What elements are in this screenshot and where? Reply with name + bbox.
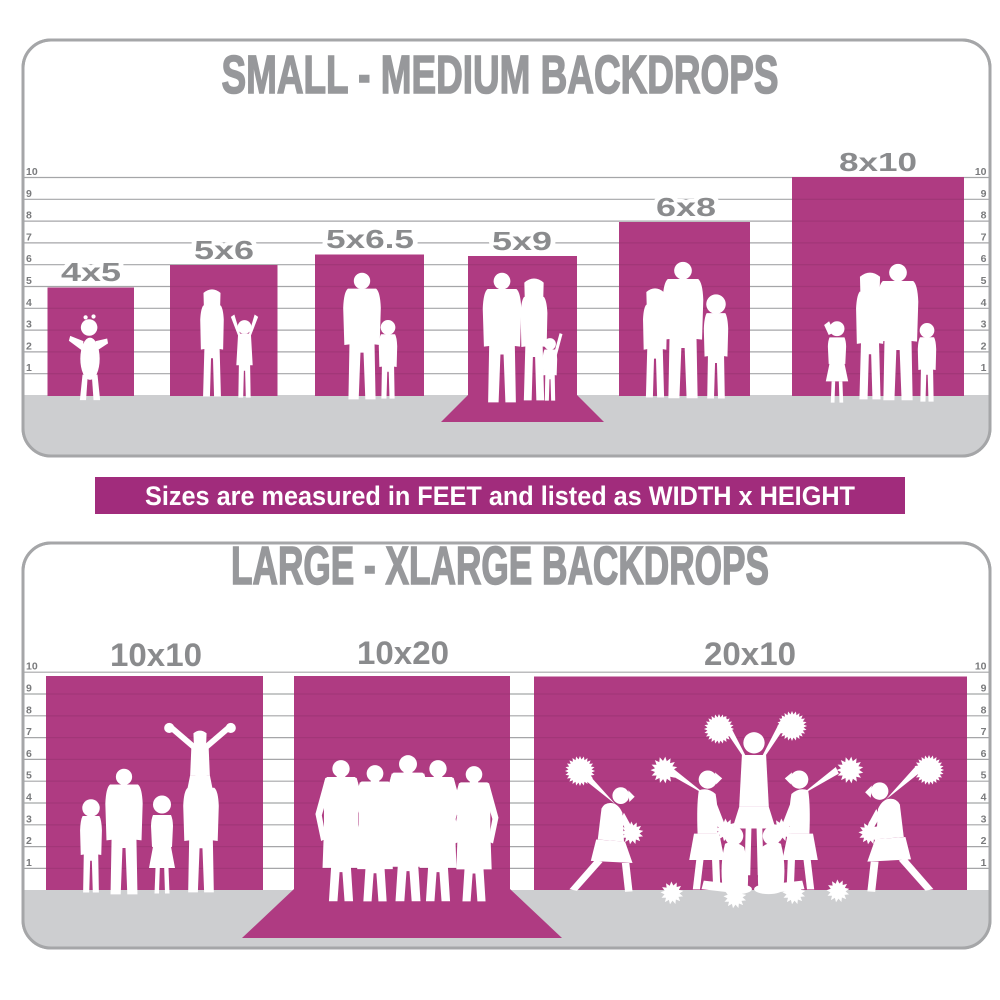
svg-text:5: 5 (981, 770, 987, 782)
svg-text:10: 10 (26, 661, 38, 673)
svg-text:5x6: 5x6 (194, 235, 254, 265)
svg-text:3: 3 (981, 319, 987, 331)
svg-text:SMALL - MEDIUM BACKDROPS: SMALL - MEDIUM BACKDROPS (222, 45, 779, 105)
svg-text:9: 9 (26, 683, 32, 695)
svg-text:7: 7 (26, 726, 32, 738)
svg-text:10: 10 (975, 166, 987, 178)
svg-text:2: 2 (981, 835, 987, 847)
svg-text:7: 7 (26, 231, 32, 243)
svg-text:8: 8 (26, 210, 32, 222)
svg-text:1: 1 (26, 857, 32, 869)
svg-text:2: 2 (26, 835, 32, 847)
svg-text:8: 8 (981, 210, 987, 222)
svg-text:2: 2 (981, 340, 987, 352)
svg-text:6x8: 6x8 (656, 192, 716, 222)
svg-text:6: 6 (26, 748, 32, 760)
svg-text:8x10: 8x10 (839, 147, 917, 177)
svg-text:5: 5 (26, 770, 32, 782)
svg-text:5x9: 5x9 (492, 226, 552, 256)
svg-text:7: 7 (981, 726, 987, 738)
svg-text:Sizes are measured in FEET and: Sizes are measured in FEET and listed as… (145, 481, 855, 511)
svg-text:4: 4 (981, 297, 987, 309)
svg-text:10: 10 (975, 661, 987, 673)
svg-text:9: 9 (981, 683, 987, 695)
svg-text:5x6.5: 5x6.5 (326, 224, 414, 254)
svg-text:6: 6 (981, 748, 987, 760)
svg-text:2: 2 (26, 340, 32, 352)
svg-text:9: 9 (26, 188, 32, 200)
svg-text:1: 1 (981, 857, 987, 869)
svg-text:1: 1 (981, 362, 987, 374)
svg-text:5: 5 (26, 275, 32, 287)
svg-text:3: 3 (26, 813, 32, 825)
svg-text:8: 8 (26, 704, 32, 716)
svg-text:10: 10 (26, 166, 38, 178)
svg-text:1: 1 (26, 362, 32, 374)
svg-text:9: 9 (981, 188, 987, 200)
svg-text:10x20: 10x20 (357, 635, 449, 671)
svg-text:6: 6 (981, 253, 987, 265)
svg-text:4: 4 (981, 792, 987, 804)
svg-text:3: 3 (26, 319, 32, 331)
svg-text:4: 4 (26, 297, 32, 309)
svg-text:5: 5 (981, 275, 987, 287)
svg-text:8: 8 (981, 704, 987, 716)
svg-text:LARGE - XLARGE BACKDROPS: LARGE - XLARGE BACKDROPS (231, 536, 769, 596)
svg-text:10x10: 10x10 (110, 637, 202, 673)
svg-text:20x10: 20x10 (704, 636, 796, 672)
svg-text:3: 3 (981, 813, 987, 825)
svg-text:6: 6 (26, 253, 32, 265)
svg-text:4x5: 4x5 (61, 257, 121, 287)
svg-text:7: 7 (981, 231, 987, 243)
svg-text:4: 4 (26, 792, 32, 804)
